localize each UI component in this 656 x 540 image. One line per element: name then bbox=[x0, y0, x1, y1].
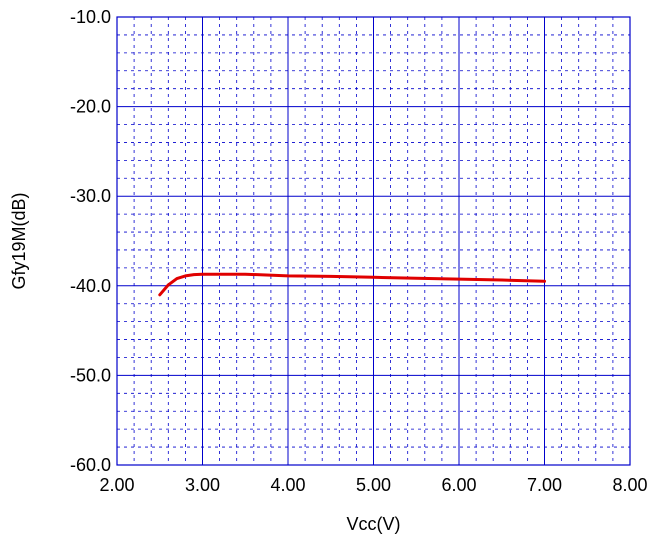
x-tick-label: 2.00 bbox=[99, 475, 134, 495]
y-axis-label: Gfy19M(dB) bbox=[9, 192, 29, 289]
y-tick-label: -20.0 bbox=[70, 97, 111, 117]
x-tick-label: 4.00 bbox=[270, 475, 305, 495]
y-tick-label: -50.0 bbox=[70, 365, 111, 385]
y-tick-labels: -10.0 -20.0 -30.0 -40.0 -50.0 -60.0 bbox=[70, 7, 111, 475]
y-tick-label: -30.0 bbox=[70, 186, 111, 206]
y-tick-label: -60.0 bbox=[70, 455, 111, 475]
x-tick-label: 6.00 bbox=[441, 475, 476, 495]
x-tick-label: 8.00 bbox=[612, 475, 647, 495]
series-layer bbox=[158, 272, 546, 297]
y-tick-label: -40.0 bbox=[70, 276, 111, 296]
x-axis-label: Vcc(V) bbox=[347, 514, 401, 534]
x-tick-labels: 2.00 3.00 4.00 5.00 6.00 7.00 8.00 bbox=[99, 475, 647, 495]
y-tick-label: -10.0 bbox=[70, 7, 111, 27]
x-tick-label: 5.00 bbox=[356, 475, 391, 495]
series-line bbox=[158, 272, 546, 297]
x-tick-label: 7.00 bbox=[527, 475, 562, 495]
plot-frame bbox=[116, 16, 631, 466]
x-tick-label: 3.00 bbox=[185, 475, 220, 495]
